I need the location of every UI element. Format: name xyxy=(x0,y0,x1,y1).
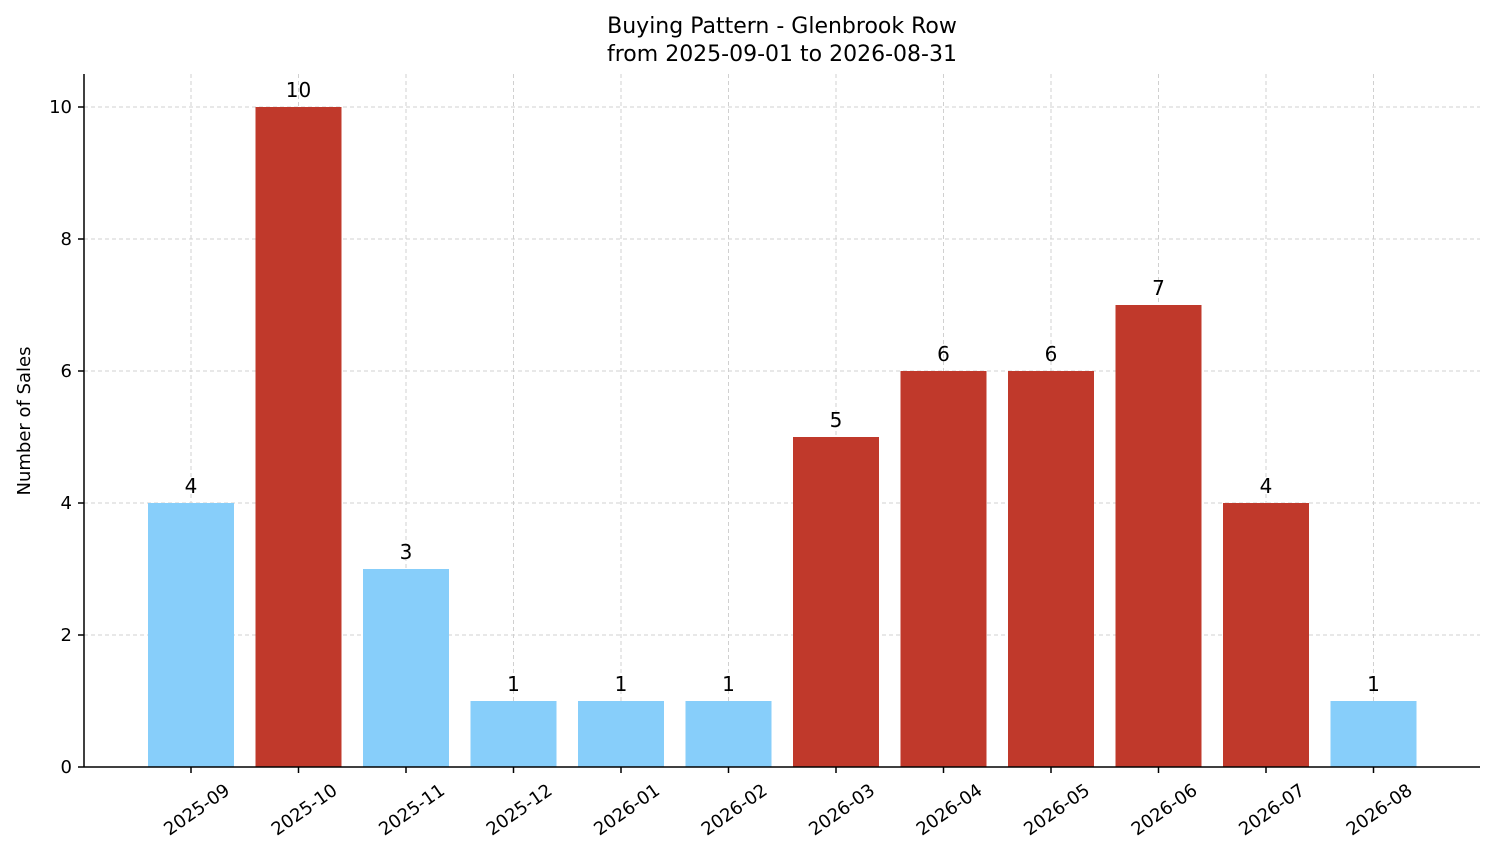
x-tick-label: 2025-10 xyxy=(268,780,342,840)
bar-value-label: 6 xyxy=(1045,342,1058,366)
bar xyxy=(793,437,879,767)
y-tick-label: 10 xyxy=(49,97,72,118)
bar-value-label: 10 xyxy=(286,78,311,102)
x-tick-label: 2026-06 xyxy=(1128,780,1202,840)
chart-subtitle: from 2025-09-01 to 2026-08-31 xyxy=(607,42,957,67)
bar xyxy=(1008,371,1094,767)
bars-layer xyxy=(148,107,1417,767)
y-tick-label: 0 xyxy=(61,757,72,778)
bar-value-label: 6 xyxy=(937,342,950,366)
x-tick-label: 2026-03 xyxy=(805,780,879,840)
bar xyxy=(470,701,557,767)
x-tick-label: 2026-07 xyxy=(1235,780,1309,840)
y-axis-label: Number of Sales xyxy=(14,346,35,495)
bar xyxy=(1115,305,1202,767)
bar-value-label: 5 xyxy=(830,408,843,432)
y-tick-label: 2 xyxy=(61,625,72,646)
y-tick-label: 4 xyxy=(61,493,72,514)
bar-value-label: 1 xyxy=(1367,672,1380,696)
bar xyxy=(148,503,234,767)
bar xyxy=(578,701,664,767)
data-labels-layer: 4 10 3 1 1 1 5 6 6 7 4 1 xyxy=(185,78,1380,696)
y-tick-label: 8 xyxy=(61,229,72,250)
x-tick-label: 2026-08 xyxy=(1343,780,1417,840)
bar-value-label: 1 xyxy=(722,672,735,696)
bar-value-label: 4 xyxy=(1260,474,1273,498)
y-tick-label: 6 xyxy=(61,361,72,382)
bar-value-label: 1 xyxy=(507,672,520,696)
chart-title: Buying Pattern - Glenbrook Row xyxy=(607,14,957,39)
bar-value-label: 4 xyxy=(185,474,198,498)
x-tick-label: 2025-09 xyxy=(160,780,234,840)
x-tick-label: 2026-05 xyxy=(1020,780,1094,840)
bar xyxy=(685,701,772,767)
x-tick-label: 2026-04 xyxy=(913,780,987,840)
bar xyxy=(363,569,449,767)
x-tick-label: 2026-02 xyxy=(698,780,772,840)
bar xyxy=(900,371,987,767)
x-tick-label: 2026-01 xyxy=(590,780,664,840)
bar xyxy=(1223,503,1309,767)
bar-value-label: 1 xyxy=(615,672,628,696)
x-tick-label: 2025-11 xyxy=(375,780,449,840)
x-tick-label: 2025-12 xyxy=(483,780,557,840)
bar-value-label: 3 xyxy=(400,540,413,564)
bar xyxy=(1330,701,1417,767)
bar xyxy=(255,107,342,767)
bar-value-label: 7 xyxy=(1152,276,1165,300)
